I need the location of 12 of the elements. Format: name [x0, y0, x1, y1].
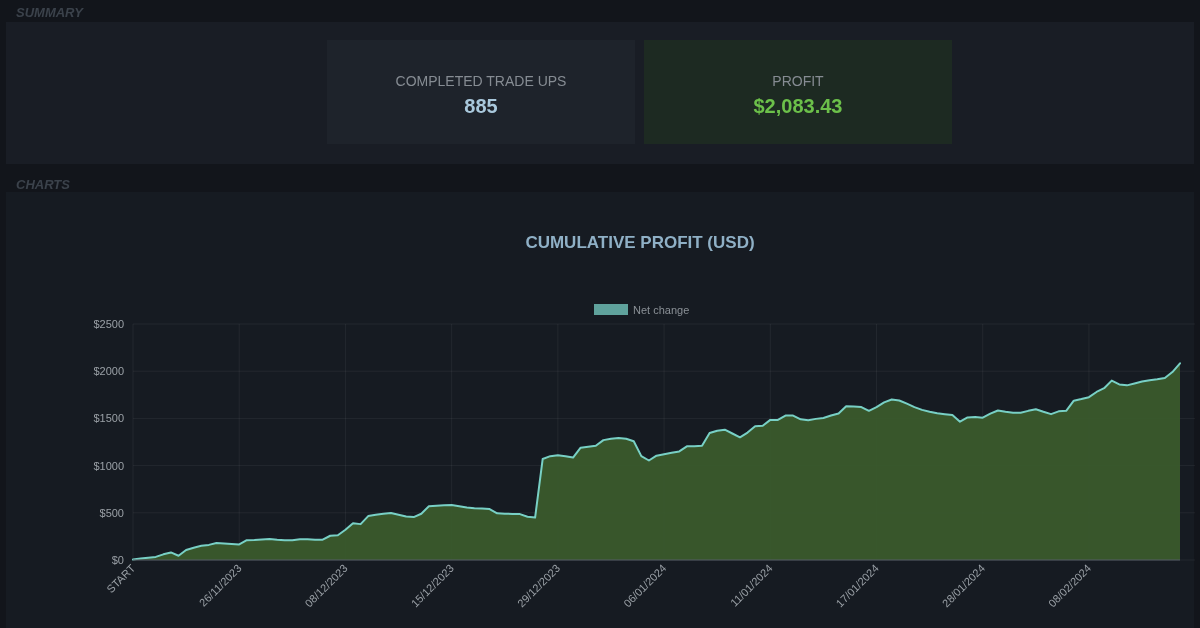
y-tick-label: $0	[111, 554, 124, 566]
text: PROFIT	[772, 73, 825, 89]
text: 885	[464, 95, 498, 117]
text: $2,083.43	[753, 95, 843, 117]
text: COMPLETED TRADE UPS	[395, 73, 567, 89]
y-tick-label: $1500	[93, 412, 124, 425]
legend-label: Net change	[633, 304, 690, 316]
y-tick-label: $2500	[93, 318, 124, 330]
y-tick-label: $2000	[93, 365, 124, 378]
y-tick-label: $1000	[93, 459, 124, 472]
chart-title: CUMULATIVE PROFIT (USD)	[525, 233, 755, 252]
y-tick-label: $500	[99, 506, 124, 519]
